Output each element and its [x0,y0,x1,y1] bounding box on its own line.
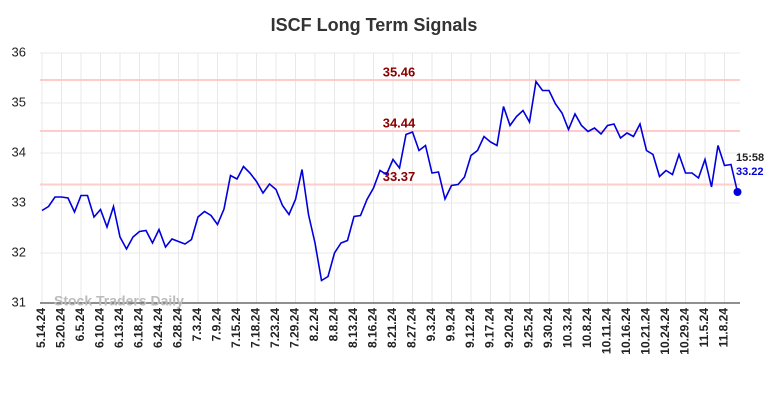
y-tick-label: 33 [12,194,26,209]
signal-label: 33.37 [383,169,416,184]
last-point [733,188,742,196]
x-tick-label: 8.27.24 [405,308,419,348]
x-tick-label: 10.16.24 [619,308,633,355]
x-tick-label: 8.13.24 [346,308,360,348]
y-tick-label: 34 [12,144,26,159]
x-tick-label: 7.3.24 [190,308,204,342]
y-tick-label: 31 [12,294,26,309]
x-tick-label: 11.8.24 [717,308,731,348]
x-tick-label: 7.18.24 [249,308,263,348]
x-tick-label: 6.5.24 [73,308,87,342]
y-tick-label: 35 [12,94,26,109]
x-tick-label: 10.3.24 [561,308,575,348]
x-tick-label: 11.5.24 [697,308,711,348]
last-time: 15:58 [736,152,764,164]
x-tick-label: 10.11.24 [600,308,614,354]
signal-label: 34.44 [383,115,416,130]
x-tick-label: 9.9.24 [444,308,458,342]
x-tick-label: 7.29.24 [288,308,302,348]
x-tick-label: 5.14.24 [34,308,48,348]
price-line [41,79,739,282]
watermark: Stock Traders Daily [54,293,184,309]
x-tick-label: 8.2.24 [307,308,321,342]
last-value: 33.22 [736,166,764,178]
signal-label: 35.46 [383,64,416,79]
x-tick-label: 6.13.24 [112,308,126,348]
x-tick-label: 9.12.24 [463,308,477,348]
x-tick-label: 9.25.24 [522,308,536,348]
x-tick-label: 10.8.24 [580,308,594,348]
x-tick-label: 6.28.24 [171,308,185,348]
x-tick-label: 9.3.24 [424,308,438,342]
x-tick-label: 6.18.24 [132,308,146,348]
x-tick-label: 9.17.24 [483,308,497,348]
x-tick-label: 7.23.24 [268,308,282,348]
x-tick-label: 9.30.24 [541,308,555,348]
chart-title: ISCF Long Term Signals [271,15,478,35]
x-tick-label: 6.24.24 [151,308,165,348]
x-tick-label: 7.15.24 [229,308,243,348]
x-tick-label: 7.9.24 [210,308,224,342]
x-tick-label: 5.20.24 [54,308,68,348]
x-tick-label: 8.21.24 [385,308,399,348]
y-tick-label: 32 [12,244,26,259]
x-tick-label: 9.20.24 [502,308,516,348]
y-tick-label: 36 [12,44,26,59]
x-tick-label: 10.21.24 [639,308,653,355]
x-tick-label: 8.8.24 [327,308,341,342]
x-tick-label: 8.16.24 [366,308,380,348]
x-tick-label: 10.24.24 [658,308,672,355]
x-tick-label: 6.10.24 [93,308,107,348]
x-tick-label: 10.29.24 [678,308,692,355]
